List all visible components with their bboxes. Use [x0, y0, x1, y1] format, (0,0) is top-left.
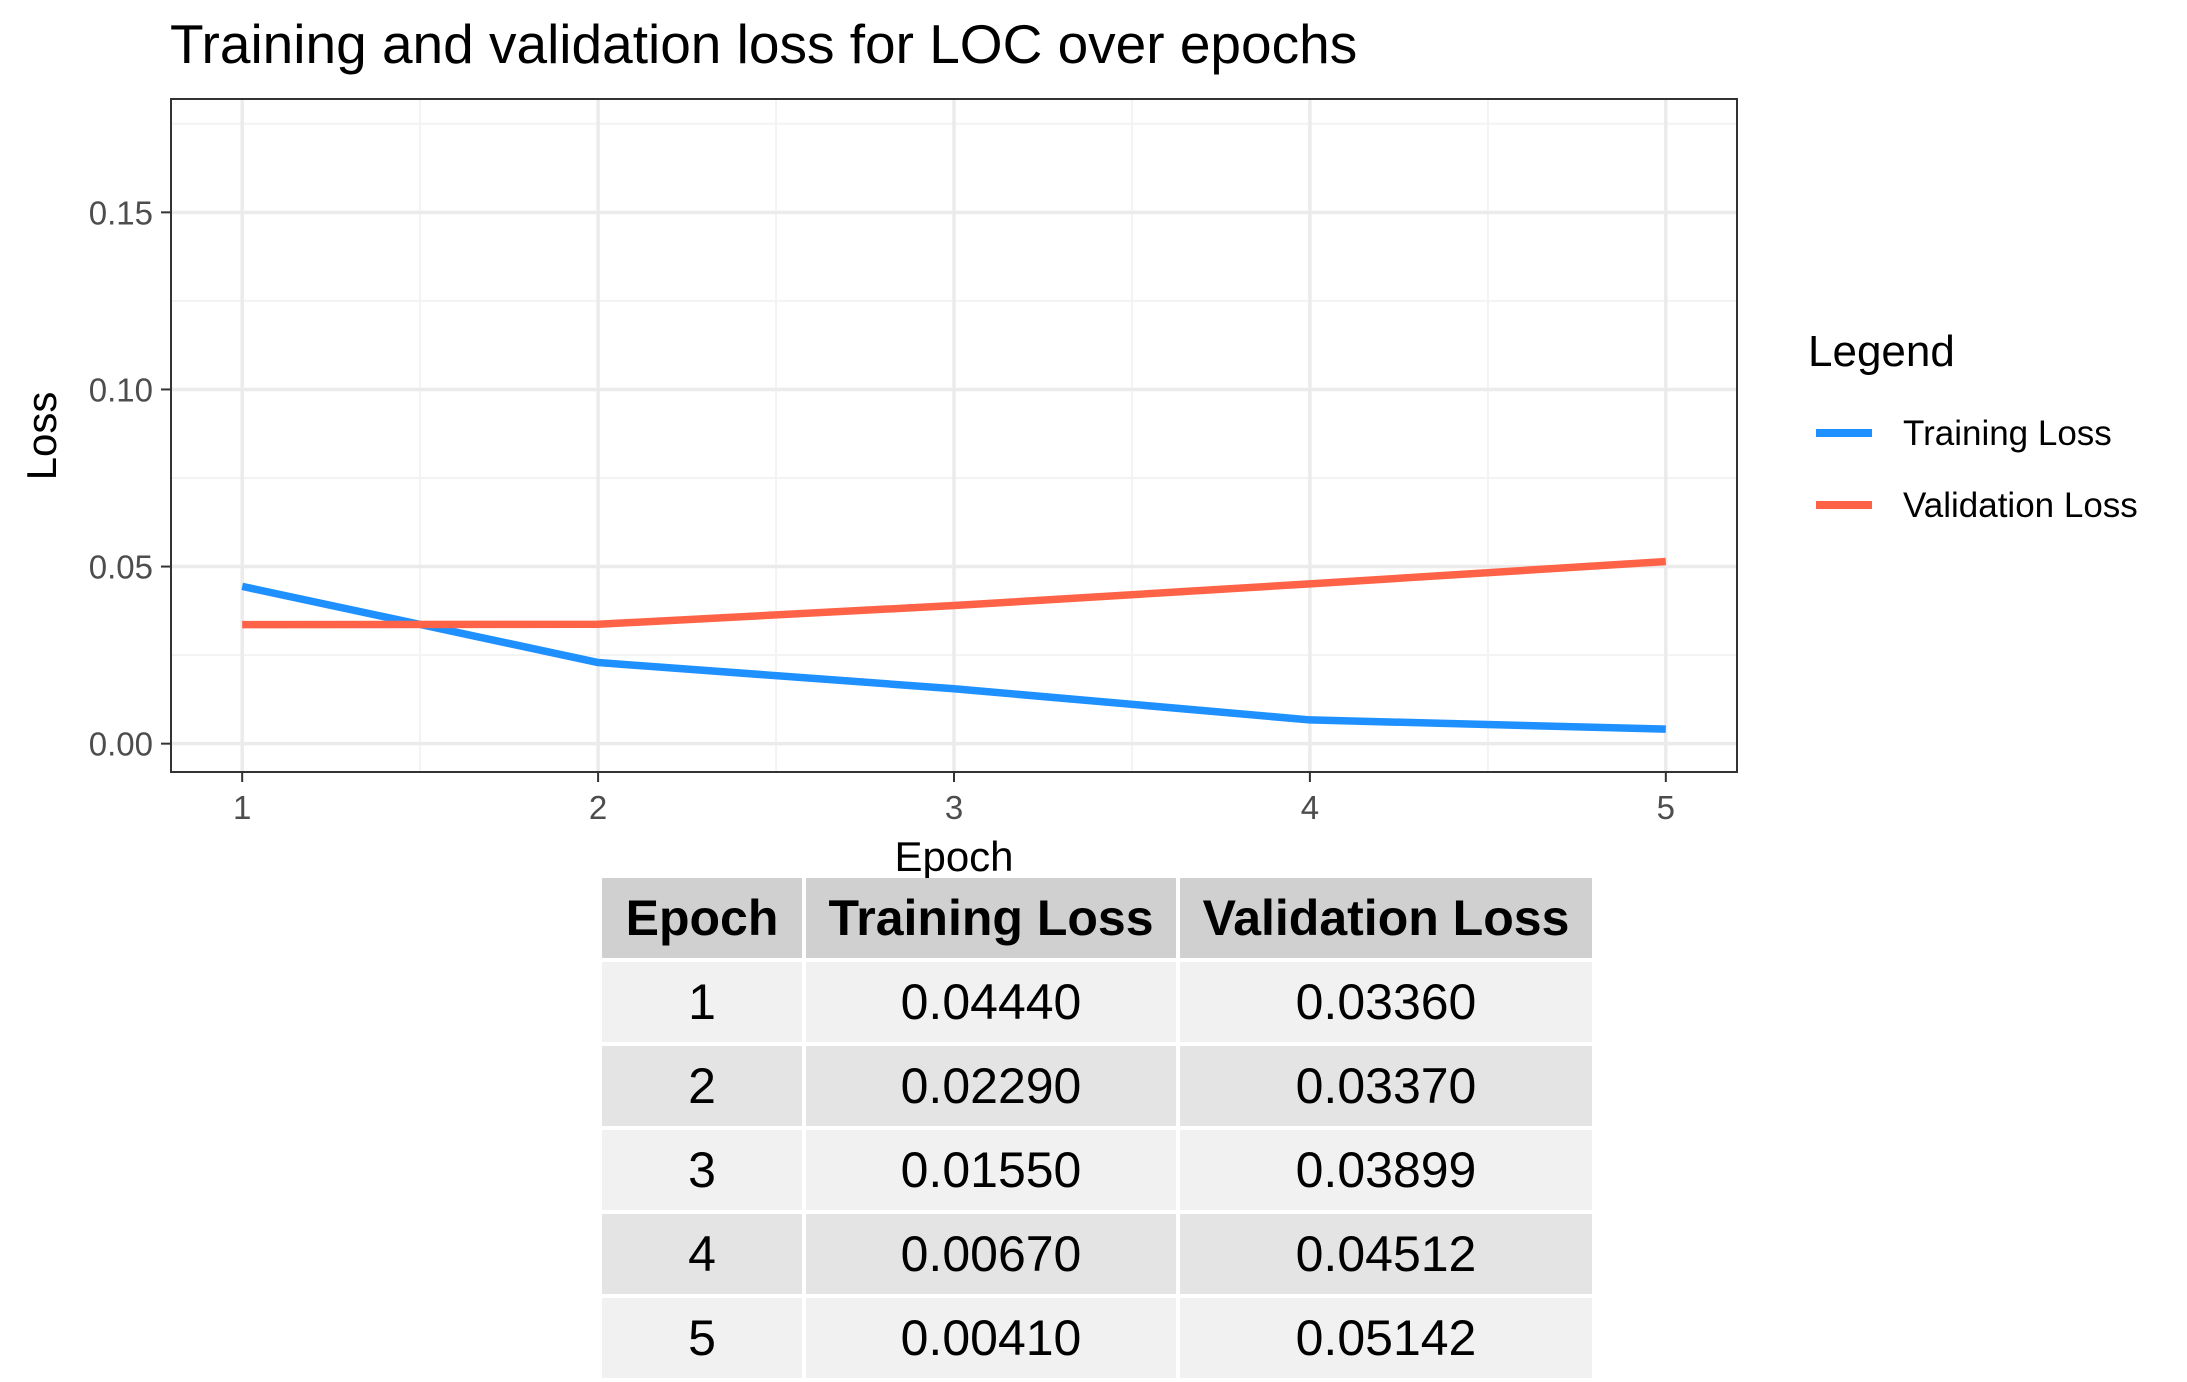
series-lines: [241, 557, 1667, 733]
table-cell-epoch: 3: [602, 1130, 802, 1210]
x-axis-title: Epoch: [894, 833, 1013, 880]
y-tick-label: 0.00: [89, 726, 153, 763]
table-header-epoch: Epoch: [602, 878, 802, 958]
table-cell-validation-loss: 0.03899: [1180, 1130, 1592, 1210]
table-cell-epoch: 4: [602, 1214, 802, 1294]
table-row: 4 0.00670 0.04512: [602, 1214, 1592, 1294]
legend-label-validation-loss: Validation Loss: [1903, 486, 2138, 525]
table-header-validation-loss: Validation Loss: [1180, 878, 1592, 958]
table-row: 3 0.01550 0.03899: [602, 1130, 1592, 1210]
loss-table: Epoch Training Loss Validation Loss 1 0.…: [598, 874, 1596, 1382]
grid: [171, 99, 1737, 772]
table-cell-training-loss: 0.01550: [806, 1130, 1176, 1210]
table-cell-training-loss: 0.02290: [806, 1046, 1176, 1126]
chart-title: Training and validation loss for LOC ove…: [170, 13, 1357, 75]
legend-title: Legend: [1808, 327, 1955, 376]
y-tick-label: 0.10: [89, 371, 153, 408]
table-cell-validation-loss: 0.03360: [1180, 962, 1592, 1042]
y-tick-label: 0.05: [89, 549, 153, 586]
table-row: 1 0.04440 0.03360: [602, 962, 1592, 1042]
x-tick-label: 1: [233, 789, 251, 826]
table-cell-training-loss: 0.00410: [806, 1298, 1176, 1378]
table-cell-epoch: 1: [602, 962, 802, 1042]
x-tick-label: 5: [1657, 789, 1675, 826]
table-cell-epoch: 5: [602, 1298, 802, 1378]
table-cell-epoch: 2: [602, 1046, 802, 1126]
table-header-row: Epoch Training Loss Validation Loss: [602, 878, 1592, 958]
legend: Legend Training Loss Validation Loss: [1808, 327, 2138, 525]
table-cell-validation-loss: 0.04512: [1180, 1214, 1592, 1294]
y-axis-title: Loss: [18, 392, 65, 481]
table-row: 5 0.00410 0.05142: [602, 1298, 1592, 1378]
table-cell-validation-loss: 0.03370: [1180, 1046, 1592, 1126]
series-line-validation-loss: [242, 557, 1667, 629]
table-row: 2 0.02290 0.03370: [602, 1046, 1592, 1126]
series-line-training-loss: [241, 582, 1666, 733]
x-tick-label: 2: [589, 789, 607, 826]
table-cell-training-loss: 0.04440: [806, 962, 1176, 1042]
legend-label-training-loss: Training Loss: [1903, 414, 2112, 453]
x-tick-label: 4: [1301, 789, 1319, 826]
x-tick-label: 3: [945, 789, 963, 826]
table-cell-training-loss: 0.00670: [806, 1214, 1176, 1294]
loss-chart: Training and validation loss for LOC ove…: [18, 13, 2138, 880]
table-cell-validation-loss: 0.05142: [1180, 1298, 1592, 1378]
axis-ticks: 0.00 0.05 0.10 0.15 1 2 3 4 5: [89, 194, 1675, 826]
y-tick-label: 0.15: [89, 194, 153, 231]
table-header-training-loss: Training Loss: [806, 878, 1176, 958]
